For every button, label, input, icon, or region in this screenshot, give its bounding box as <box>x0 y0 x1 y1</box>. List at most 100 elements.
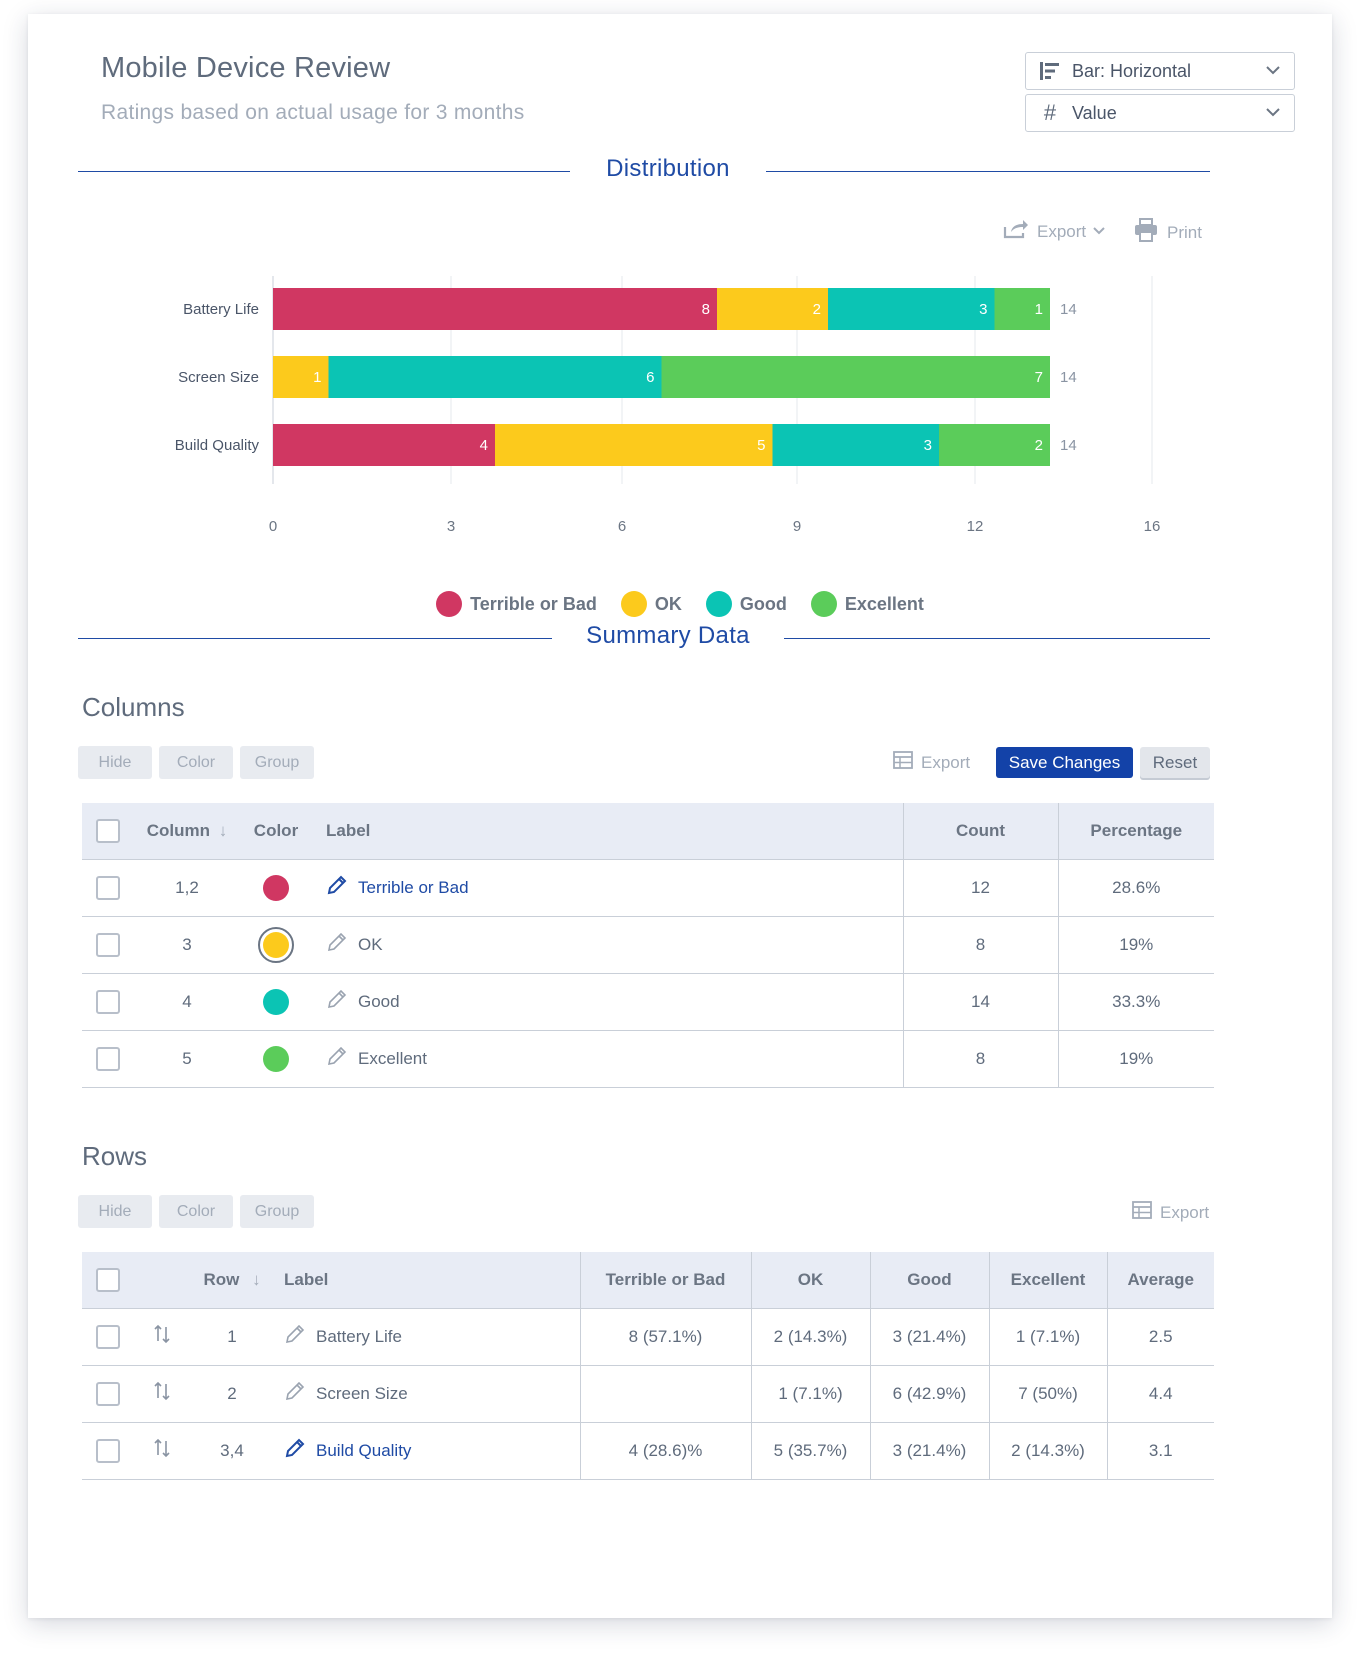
excellent-cell: 7 (50%) <box>988 1365 1107 1423</box>
column-header[interactable]: Column ↓ <box>134 803 240 860</box>
bar-data-label: 3 <box>979 301 987 318</box>
color-swatch[interactable] <box>263 874 289 901</box>
rows-group-button[interactable]: Group <box>240 1195 314 1228</box>
bar-segment <box>495 424 773 466</box>
rows-export-button[interactable]: Export <box>1132 1201 1209 1224</box>
bar-total-label: 14 <box>1060 301 1077 318</box>
bar-data-label: 8 <box>702 301 710 318</box>
share-icon <box>1003 219 1029 244</box>
hash-icon: # <box>1043 100 1057 125</box>
rows-table: Row ↓ Label Terrible or Bad OK Good Exce… <box>82 1252 1214 1480</box>
chevron-down-icon <box>1264 61 1282 84</box>
legend-item-good[interactable]: Good <box>705 591 787 617</box>
row-checkbox[interactable] <box>96 1046 120 1071</box>
pencil-icon[interactable] <box>284 1323 306 1350</box>
legend-swatch <box>705 591 732 617</box>
percentage-cell: 19% <box>1057 1030 1214 1088</box>
bar-data-label: 2 <box>1035 437 1043 454</box>
columns-group-button[interactable]: Group <box>240 746 314 779</box>
excellent-cell: 2 (14.3%) <box>988 1422 1107 1480</box>
legend-label: Good <box>739 593 787 614</box>
legend-label: Terrible or Bad <box>470 593 597 614</box>
rows-hide-button[interactable]: Hide <box>78 1195 152 1228</box>
row-label[interactable]: Screen Size <box>316 1383 408 1403</box>
row-checkbox[interactable] <box>96 989 120 1014</box>
y-category-label: Screen Size <box>178 369 259 386</box>
table-icon <box>893 751 913 774</box>
terrible-cell <box>579 1365 751 1423</box>
column-label[interactable]: OK <box>358 934 383 954</box>
columns-hide-button[interactable]: Hide <box>78 746 152 779</box>
excellent-header: Excellent <box>988 1252 1107 1309</box>
legend-label: Excellent <box>844 593 924 614</box>
select-all-checkbox[interactable] <box>96 1267 120 1292</box>
bar-segment <box>273 356 329 398</box>
row-label[interactable]: Battery Life <box>316 1326 402 1346</box>
pencil-icon[interactable] <box>326 874 348 901</box>
select-all-checkbox[interactable] <box>96 818 120 843</box>
pencil-icon[interactable] <box>284 1380 306 1407</box>
value-select[interactable]: # Value <box>1025 94 1295 132</box>
chart-legend: Terrible or Bad OK Good Excellent <box>28 591 1332 617</box>
bar-data-label: 5 <box>757 437 765 454</box>
pencil-icon[interactable] <box>326 1045 348 1072</box>
color-swatch-selected[interactable] <box>258 926 294 963</box>
count-cell: 8 <box>902 916 1058 974</box>
row-checkbox[interactable] <box>96 1324 120 1349</box>
label-header: Label <box>312 803 903 860</box>
row-checkbox[interactable] <box>96 1381 120 1406</box>
rows-export-label: Export <box>1160 1202 1210 1222</box>
columns-table: Column ↓ Color Label Count Percentage 1,… <box>82 803 1214 1088</box>
column-label[interactable]: Terrible or Bad <box>358 877 469 897</box>
bar-segment <box>273 288 717 330</box>
reorder-icon[interactable] <box>153 1324 171 1349</box>
x-tick-label: 6 <box>618 518 626 535</box>
pencil-icon[interactable] <box>326 931 348 958</box>
columns-color-button[interactable]: Color <box>159 746 233 779</box>
column-label[interactable]: Excellent <box>358 1048 427 1068</box>
row-number: 3,4 <box>190 1422 274 1480</box>
chart-print-label: Print <box>1167 222 1202 242</box>
average-cell: 2.5 <box>1106 1308 1214 1366</box>
chart-type-select[interactable]: Bar: Horizontal <box>1025 52 1295 90</box>
legend-item-terrible[interactable]: Terrible or Bad <box>436 591 597 617</box>
chart-export-button[interactable]: Export <box>1003 219 1106 244</box>
legend-item-excellent[interactable]: Excellent <box>810 591 924 617</box>
bar-data-label: 4 <box>480 437 488 454</box>
bar-data-label: 6 <box>646 369 654 386</box>
legend-item-ok[interactable]: OK <box>620 591 682 617</box>
bar-segment <box>828 288 995 330</box>
color-swatch[interactable] <box>263 988 289 1015</box>
legend-swatch <box>810 591 837 617</box>
row-header-label: Row <box>203 1269 240 1289</box>
row-checkbox[interactable] <box>96 932 120 957</box>
label-header: Label <box>274 1252 580 1309</box>
rows-color-button[interactable]: Color <box>159 1195 233 1228</box>
column-label[interactable]: Good <box>358 991 400 1011</box>
color-swatch[interactable] <box>263 1045 289 1072</box>
good-header: Good <box>869 1252 989 1309</box>
row-label[interactable]: Build Quality <box>316 1440 412 1460</box>
ok-cell: 5 (35.7%) <box>750 1422 870 1480</box>
reorder-icon[interactable] <box>153 1438 171 1463</box>
row-header[interactable]: Row ↓ <box>190 1252 274 1309</box>
row-checkbox[interactable] <box>96 875 120 900</box>
pencil-icon[interactable] <box>326 988 348 1015</box>
bar-data-label: 2 <box>813 301 821 318</box>
chart-print-button[interactable]: Print <box>1133 217 1202 248</box>
pencil-icon[interactable] <box>284 1437 306 1464</box>
reorder-icon[interactable] <box>153 1381 171 1406</box>
sort-down-icon: ↓ <box>252 1269 261 1289</box>
y-category-label: Battery Life <box>183 301 259 318</box>
columns-export-button[interactable]: Export <box>893 751 970 774</box>
save-changes-button[interactable]: Save Changes <box>996 747 1133 778</box>
column-number: 1,2 <box>134 859 240 917</box>
terrible-cell: 8 (57.1%) <box>579 1308 751 1366</box>
page-title: Mobile Device Review <box>101 52 391 84</box>
row-number: 1 <box>190 1308 274 1366</box>
reset-button[interactable]: Reset <box>1140 747 1210 778</box>
row-checkbox[interactable] <box>96 1438 120 1463</box>
chart-type-value: Bar: Horizontal <box>1072 60 1192 81</box>
average-cell: 3.1 <box>1106 1422 1214 1480</box>
